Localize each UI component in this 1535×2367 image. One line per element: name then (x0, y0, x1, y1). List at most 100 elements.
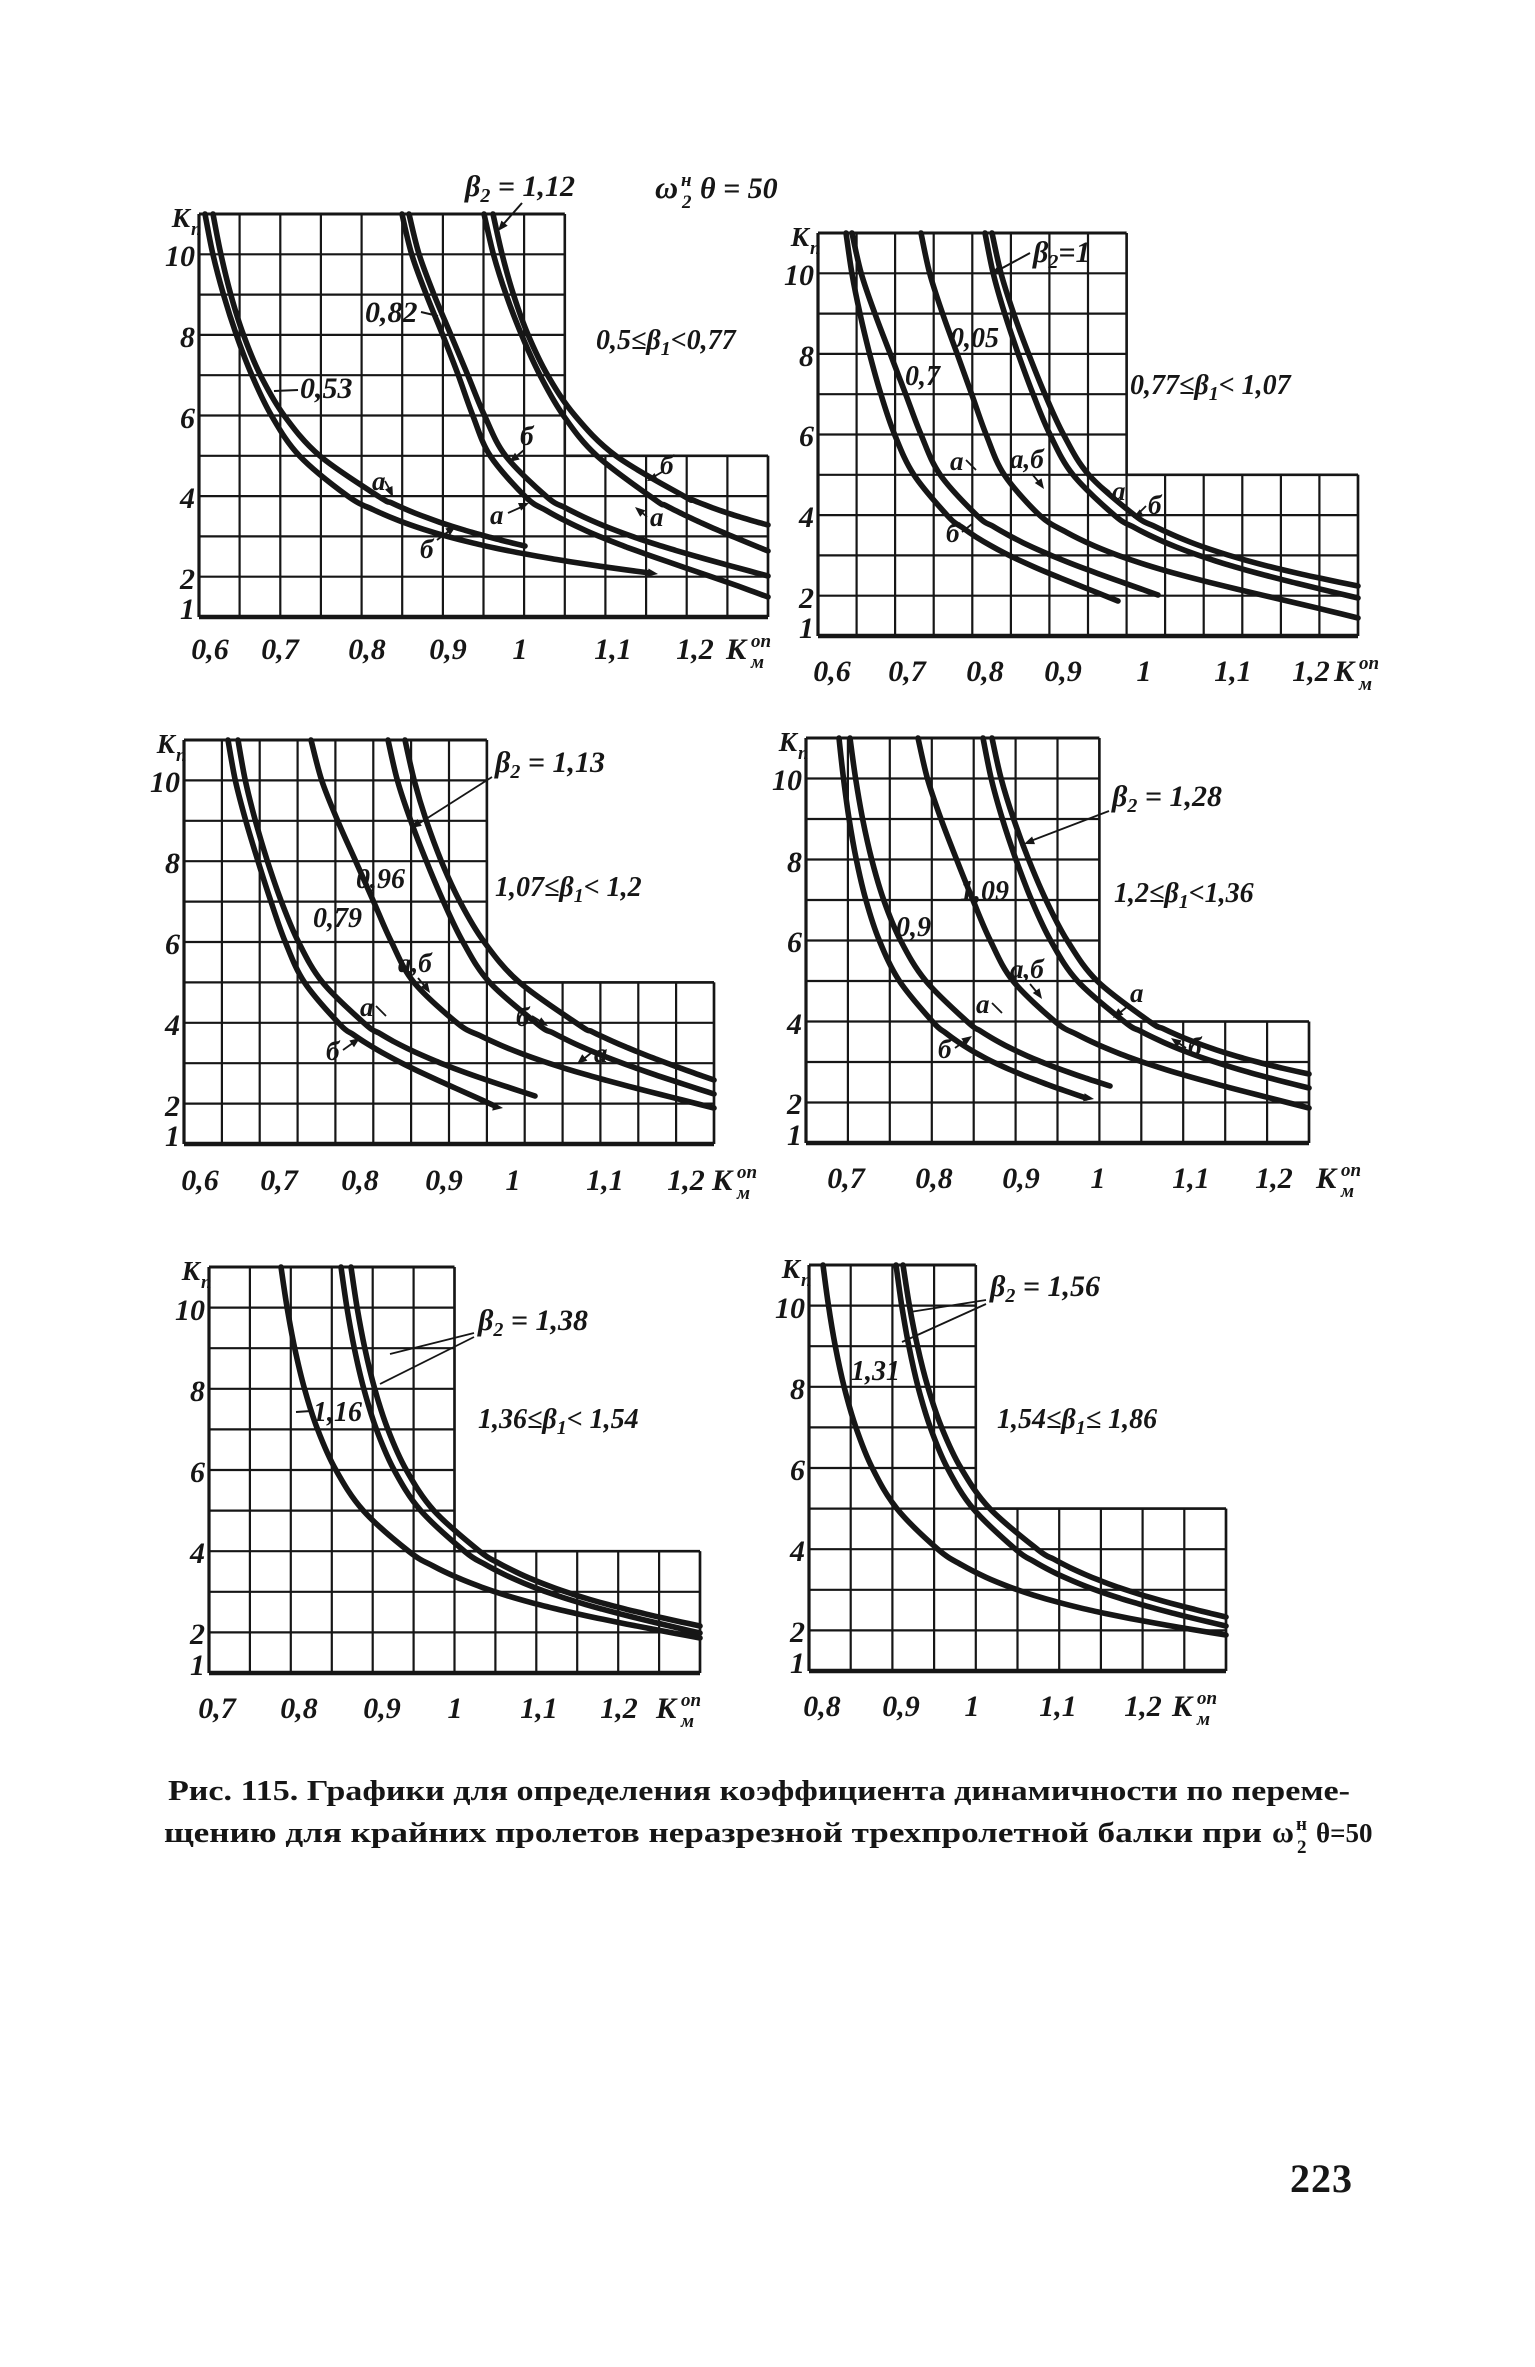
svg-text:н: н (681, 170, 692, 191)
svg-text:2: 2 (786, 1088, 802, 1121)
svg-text:К: К (1333, 655, 1356, 688)
svg-text:0,7: 0,7 (261, 633, 300, 666)
svg-text:п: п (191, 219, 202, 240)
svg-text:а: а (976, 989, 990, 1019)
svg-text:К: К (790, 222, 811, 252)
svg-text:2: 2 (789, 1616, 805, 1649)
svg-text:а,б: а,б (1010, 444, 1045, 474)
svg-text:оп: оп (751, 631, 771, 652)
svg-text:п: п (176, 745, 187, 766)
svg-text:оп: оп (681, 1690, 701, 1711)
svg-text:1: 1 (799, 612, 814, 645)
svg-text:п: п (201, 1272, 212, 1293)
svg-text:б: б (660, 450, 675, 480)
svg-text:β2 = 1,13: β2 = 1,13 (494, 746, 605, 783)
svg-text:2: 2 (189, 1618, 205, 1651)
svg-text:п: п (801, 1270, 812, 1291)
svg-text:К: К (711, 1164, 734, 1197)
svg-text:8: 8 (165, 847, 180, 880)
svg-text:8: 8 (190, 1375, 205, 1408)
svg-text:0,9: 0,9 (882, 1690, 920, 1723)
svg-text:ω: ω (655, 169, 678, 205)
svg-text:θ=50: θ=50 (1316, 1818, 1372, 1848)
svg-text:Рис. 115. Графики для определе: Рис. 115. Графики для определения коэффи… (168, 1776, 1350, 1807)
svg-text:К: К (181, 1256, 202, 1286)
svg-text:0,9: 0,9 (429, 633, 467, 666)
svg-text:1,1: 1,1 (586, 1164, 624, 1197)
svg-text:1,2: 1,2 (667, 1164, 705, 1197)
svg-text:4: 4 (179, 482, 195, 515)
svg-text:10: 10 (772, 764, 802, 797)
svg-text:1,31: 1,31 (851, 1356, 900, 1387)
svg-text:1,2: 1,2 (676, 633, 714, 666)
svg-text:10: 10 (775, 1292, 805, 1325)
svg-text:6: 6 (799, 420, 814, 453)
svg-text:0,9: 0,9 (896, 912, 931, 943)
svg-text:0,6: 0,6 (181, 1164, 219, 1197)
svg-text:а,б: а,б (398, 948, 433, 978)
svg-text:1,36≤β1< 1,54: 1,36≤β1< 1,54 (478, 1404, 639, 1439)
svg-text:0,9: 0,9 (1002, 1162, 1040, 1195)
svg-text:1,1: 1,1 (1172, 1162, 1210, 1195)
svg-text:0,9: 0,9 (425, 1164, 463, 1197)
svg-text:0,6: 0,6 (813, 655, 851, 688)
svg-text:4: 4 (164, 1009, 180, 1042)
svg-text:1: 1 (965, 1690, 980, 1723)
svg-text:223: 223 (1290, 2156, 1353, 2201)
svg-text:1,1: 1,1 (1039, 1690, 1077, 1723)
svg-text:0,8: 0,8 (803, 1690, 841, 1723)
svg-text:0,9: 0,9 (1044, 655, 1082, 688)
svg-text:6: 6 (790, 1454, 805, 1487)
svg-text:м: м (750, 652, 764, 673)
svg-text:1: 1 (513, 633, 528, 666)
svg-text:щению для крайних пролетов нер: щению для крайних пролетов неразрезной т… (164, 1818, 1262, 1849)
svg-text:оп: оп (737, 1162, 757, 1183)
svg-text:1: 1 (787, 1119, 802, 1152)
svg-text:8: 8 (787, 846, 802, 879)
svg-text:К: К (156, 729, 177, 759)
svg-text:а: а (1130, 978, 1144, 1008)
svg-text:К: К (1171, 1690, 1194, 1723)
svg-text:1: 1 (790, 1647, 805, 1680)
svg-text:а: а (372, 466, 386, 496)
svg-text:а,б: а,б (1010, 954, 1045, 984)
svg-text:К: К (171, 203, 192, 233)
svg-text:а: а (950, 446, 964, 476)
svg-text:0,8: 0,8 (280, 1692, 318, 1725)
svg-text:4: 4 (786, 1008, 802, 1041)
svg-text:1,16: 1,16 (313, 1397, 362, 1428)
svg-text:п: п (798, 743, 809, 764)
svg-text:б: б (516, 1002, 531, 1032)
svg-text:1,09: 1,09 (960, 876, 1009, 907)
svg-text:б: б (520, 421, 535, 451)
svg-text:1,2: 1,2 (1255, 1162, 1293, 1195)
svg-text:м: м (1196, 1709, 1210, 1730)
svg-text:а: а (594, 1038, 608, 1068)
svg-text:оп: оп (1197, 1688, 1217, 1709)
svg-text:0,7: 0,7 (827, 1162, 866, 1195)
svg-text:0,8: 0,8 (915, 1162, 953, 1195)
svg-text:1,07≤β1< 1,2: 1,07≤β1< 1,2 (495, 872, 642, 907)
svg-text:10: 10 (175, 1294, 205, 1327)
svg-text:1: 1 (1091, 1162, 1106, 1195)
svg-text:м: м (736, 1183, 750, 1204)
svg-text:β2 = 1,28: β2 = 1,28 (1111, 780, 1222, 817)
svg-text:1: 1 (180, 593, 195, 626)
svg-text:1: 1 (448, 1692, 463, 1725)
svg-text:0,7: 0,7 (260, 1164, 299, 1197)
svg-text:0,6: 0,6 (191, 633, 229, 666)
svg-text:θ = 50: θ = 50 (700, 172, 778, 205)
svg-text:п: п (810, 238, 821, 259)
svg-text:2: 2 (164, 1090, 180, 1123)
svg-text:н: н (1296, 1814, 1307, 1835)
svg-text:1,1: 1,1 (520, 1692, 558, 1725)
svg-text:0,8: 0,8 (348, 633, 386, 666)
svg-text:6: 6 (190, 1456, 205, 1489)
svg-text:оп: оп (1341, 1160, 1361, 1181)
svg-text:4: 4 (789, 1535, 805, 1568)
svg-text:м: м (1358, 674, 1372, 695)
svg-text:6: 6 (787, 926, 802, 959)
svg-text:1,1: 1,1 (1214, 655, 1252, 688)
svg-text:10: 10 (165, 240, 195, 273)
svg-text:б: б (1148, 490, 1163, 520)
